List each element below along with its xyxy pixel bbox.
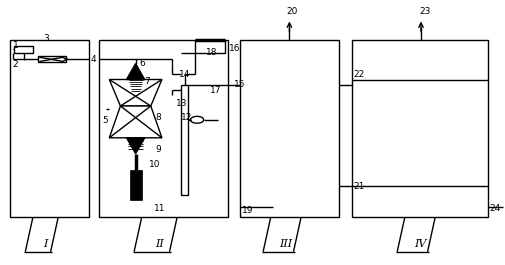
- Text: 12: 12: [181, 113, 192, 122]
- Text: 6: 6: [139, 59, 144, 68]
- Bar: [38, 56, 66, 62]
- Bar: [181, 85, 188, 195]
- Polygon shape: [126, 138, 144, 154]
- Text: 11: 11: [154, 204, 166, 213]
- Text: 9: 9: [156, 145, 161, 154]
- Text: 17: 17: [210, 86, 221, 95]
- Bar: [194, 40, 225, 53]
- Text: 13: 13: [176, 99, 187, 108]
- Text: 24: 24: [489, 204, 500, 213]
- Text: 19: 19: [241, 206, 253, 215]
- Polygon shape: [126, 64, 144, 80]
- Text: 1: 1: [13, 41, 18, 50]
- Polygon shape: [109, 106, 162, 138]
- Text: 14: 14: [178, 70, 189, 79]
- Text: III: III: [279, 239, 292, 249]
- Text: 22: 22: [352, 70, 364, 79]
- Text: 21: 21: [352, 182, 364, 191]
- Text: 18: 18: [206, 48, 218, 57]
- Text: 16: 16: [228, 44, 240, 53]
- Text: 8: 8: [156, 113, 161, 122]
- Bar: [351, 40, 487, 217]
- Text: 2: 2: [13, 60, 18, 69]
- Bar: [98, 40, 227, 217]
- Text: I: I: [43, 239, 47, 249]
- Text: 10: 10: [149, 160, 161, 169]
- Text: 20: 20: [286, 7, 297, 16]
- Text: 3: 3: [43, 34, 48, 43]
- Polygon shape: [109, 80, 162, 106]
- Text: II: II: [155, 239, 164, 249]
- Text: 15: 15: [233, 80, 245, 89]
- Bar: [10, 40, 88, 217]
- Text: 5: 5: [103, 116, 108, 125]
- Text: 23: 23: [418, 7, 429, 16]
- Text: 7: 7: [144, 77, 149, 86]
- Text: 4: 4: [90, 55, 95, 64]
- Bar: [129, 170, 141, 200]
- Bar: [240, 40, 338, 217]
- Bar: [14, 46, 33, 53]
- Text: IV: IV: [413, 239, 425, 249]
